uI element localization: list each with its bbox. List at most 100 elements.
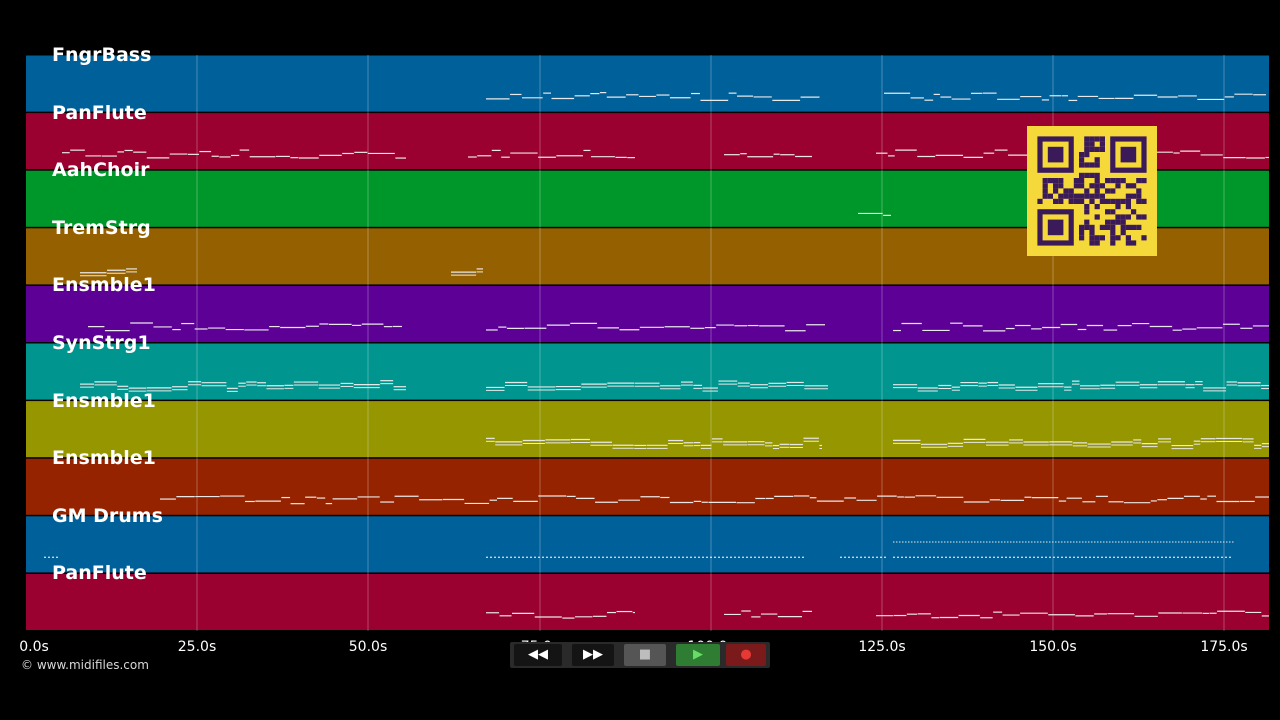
qr-module bbox=[1094, 240, 1100, 246]
qr-module bbox=[1120, 224, 1126, 230]
qr-module bbox=[1136, 214, 1142, 220]
time-tick-label: 150.0s bbox=[1029, 639, 1077, 655]
qr-module bbox=[1115, 204, 1121, 210]
qr-module bbox=[1136, 193, 1142, 199]
qr-module bbox=[1042, 193, 1048, 199]
qr-module bbox=[1141, 178, 1147, 184]
qr-module bbox=[1084, 219, 1090, 225]
track-label: TremStrg bbox=[52, 216, 151, 239]
qr-module bbox=[1053, 178, 1059, 184]
qr-module bbox=[1110, 178, 1116, 184]
qr-module bbox=[1094, 193, 1100, 199]
qr-module bbox=[1120, 219, 1126, 225]
qr-module bbox=[1084, 204, 1090, 210]
qr-module bbox=[1063, 188, 1069, 194]
qr-module bbox=[1136, 188, 1142, 194]
qr-module bbox=[1110, 219, 1116, 225]
qr-module bbox=[1073, 183, 1079, 189]
qr-module bbox=[1089, 183, 1095, 189]
qr-module bbox=[1084, 141, 1090, 147]
qr-finder bbox=[1047, 146, 1064, 163]
qr-module bbox=[1105, 198, 1111, 204]
qr-module bbox=[1099, 193, 1105, 199]
qr-module bbox=[1084, 224, 1090, 230]
record-button[interactable]: ● bbox=[726, 644, 766, 666]
qr-module bbox=[1058, 178, 1064, 184]
qr-module bbox=[1120, 198, 1126, 204]
qr-module bbox=[1110, 209, 1116, 215]
track-label: Ensmble1 bbox=[52, 274, 156, 297]
record-icon: ● bbox=[740, 647, 752, 662]
track-lane bbox=[26, 573, 1269, 630]
qr-module bbox=[1084, 146, 1090, 152]
qr-module bbox=[1115, 214, 1121, 220]
qr-module bbox=[1089, 198, 1095, 204]
qr-module bbox=[1105, 178, 1111, 184]
qr-module bbox=[1094, 162, 1100, 168]
qr-module bbox=[1110, 188, 1116, 194]
track-label: AahChoir bbox=[52, 159, 150, 182]
qr-module bbox=[1094, 188, 1100, 194]
qr-module bbox=[1136, 224, 1142, 230]
fast-forward-button[interactable]: ▶▶ bbox=[572, 644, 614, 666]
qr-module bbox=[1079, 193, 1085, 199]
qr-module bbox=[1079, 172, 1085, 178]
rewind-button[interactable]: ◀◀ bbox=[514, 644, 562, 666]
qr-module bbox=[1047, 178, 1053, 184]
qr-module bbox=[1079, 152, 1085, 158]
copyright-text: © www.midifiles.com bbox=[21, 658, 149, 672]
qr-module bbox=[1079, 198, 1085, 204]
track-label: FngrBass bbox=[52, 44, 152, 66]
play-button[interactable]: ▶ bbox=[676, 644, 720, 666]
qr-module bbox=[1136, 198, 1142, 204]
qr-module bbox=[1084, 152, 1090, 158]
qr-module bbox=[1125, 204, 1131, 210]
qr-module bbox=[1115, 219, 1121, 225]
qr-module bbox=[1058, 198, 1064, 204]
track-lane bbox=[26, 458, 1269, 515]
qr-module bbox=[1089, 162, 1095, 168]
qr-module bbox=[1063, 193, 1069, 199]
qr-module bbox=[1073, 193, 1079, 199]
qr-module bbox=[1084, 136, 1090, 142]
qr-module bbox=[1141, 198, 1147, 204]
qr-module bbox=[1079, 235, 1085, 241]
qr-module bbox=[1125, 183, 1131, 189]
transport-bar: ◀◀ ▶▶ ■ ▶ ● bbox=[510, 642, 770, 668]
play-icon: ▶ bbox=[693, 647, 703, 662]
qr-module bbox=[1099, 235, 1105, 241]
qr-module bbox=[1099, 136, 1105, 142]
track-label: GM Drums bbox=[52, 504, 163, 527]
qr-module bbox=[1089, 172, 1095, 178]
time-tick-label: 0.0s bbox=[19, 639, 49, 655]
qr-module bbox=[1120, 214, 1126, 220]
qr-module bbox=[1094, 136, 1100, 142]
qr-module bbox=[1094, 204, 1100, 210]
qr-module bbox=[1105, 224, 1111, 230]
qr-module bbox=[1110, 224, 1116, 230]
qr-module bbox=[1068, 198, 1074, 204]
qr-module bbox=[1105, 219, 1111, 225]
qr-module bbox=[1079, 157, 1085, 163]
qr-module bbox=[1058, 183, 1064, 189]
qr-module bbox=[1094, 172, 1100, 178]
qr-module bbox=[1079, 162, 1085, 168]
qr-module bbox=[1131, 193, 1137, 199]
qr-module bbox=[1037, 198, 1043, 204]
track-lane bbox=[26, 343, 1269, 400]
stop-icon: ■ bbox=[638, 647, 652, 662]
qr-module bbox=[1089, 136, 1095, 142]
qr-module bbox=[1125, 235, 1131, 241]
qr-module bbox=[1115, 235, 1121, 241]
qr-module bbox=[1089, 141, 1095, 147]
time-tick-label: 125.0s bbox=[858, 639, 906, 655]
qr-module bbox=[1136, 178, 1142, 184]
qr-module bbox=[1131, 209, 1137, 215]
qr-module bbox=[1073, 178, 1079, 184]
qr-module bbox=[1084, 188, 1090, 194]
qr-module bbox=[1105, 209, 1111, 215]
stop-button[interactable]: ■ bbox=[624, 644, 666, 666]
qr-module bbox=[1110, 235, 1116, 241]
qr-module bbox=[1094, 183, 1100, 189]
track-lane bbox=[26, 55, 1269, 112]
